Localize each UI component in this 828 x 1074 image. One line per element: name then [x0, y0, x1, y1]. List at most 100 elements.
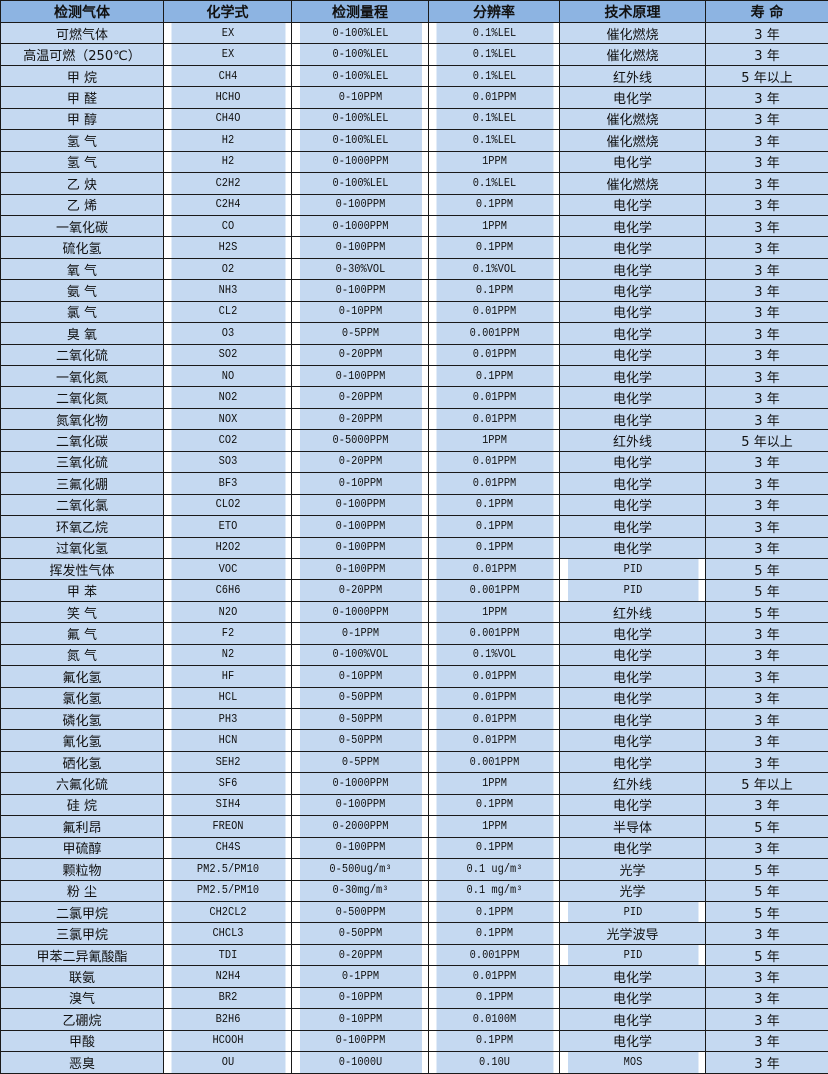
cell-resolution: 0.01PPM: [434, 407, 554, 431]
table-row: 高温可燃（250℃） EX 0-100%LEL 0.1%LEL 催化燃烧 3 年: [0, 43, 828, 66]
cell-resolution: 0.001PPM: [434, 622, 554, 645]
cell-gas-name: 甲酸: [0, 1029, 164, 1053]
table-row: 甲酸 HCOOH 0-100PPM 0.1PPM 电化学 3 年: [0, 1029, 828, 1053]
cell-resolution: 0.01PPM: [434, 965, 554, 988]
cell-lifespan: 3 年: [705, 86, 828, 109]
cell-lifespan: 5 年: [705, 858, 828, 881]
cell-principle: 电化学: [559, 1029, 706, 1053]
cell-lifespan: 3 年: [705, 279, 828, 302]
cell-lifespan: 5 年: [705, 815, 828, 838]
header-row: 检测气体 化学式 检测量程 分辨率 技术原理 寿 命: [0, 0, 828, 23]
cell-range: 0-1000U: [297, 1051, 423, 1074]
cell-range: 0-10PPM: [297, 472, 423, 495]
cell-principle: 电化学: [559, 386, 706, 409]
cell-gas-name: 氢 气: [0, 129, 164, 152]
cell-principle: 电化学: [559, 686, 706, 710]
cell-formula: NO2: [169, 386, 286, 409]
cell-gas-name: 硫化氢: [0, 236, 164, 259]
table-row: 三氯甲烷 CHCL3 0-50PPM 0.1PPM 光学波导 3 年: [0, 922, 828, 945]
cell-range: 0-5000PPM: [297, 429, 423, 452]
cell-principle: MOS: [566, 1051, 699, 1074]
cell-formula: ETO: [169, 515, 286, 538]
cell-resolution: 1PPM: [434, 429, 554, 452]
cell-lifespan: 3 年: [705, 172, 828, 195]
cell-principle: 催化燃烧: [559, 107, 706, 131]
cell-lifespan: 3 年: [705, 472, 828, 495]
cell-formula: HCL: [169, 686, 286, 710]
cell-resolution: 0.1%LEL: [434, 107, 554, 131]
cell-formula: C6H6: [169, 579, 286, 602]
table-row: 二氧化氮 NO2 0-20PPM 0.01PPM 电化学 3 年: [0, 386, 828, 409]
cell-principle: 电化学: [559, 472, 706, 495]
cell-resolution: 0.1PPM: [434, 193, 554, 216]
cell-formula: CLO2: [169, 493, 286, 517]
table-row: 过氧化氢 H2O2 0-100PPM 0.1PPM 电化学 3 年: [0, 536, 828, 559]
cell-principle: PID: [566, 900, 699, 924]
cell-lifespan: 3 年: [705, 665, 828, 688]
table-row: 环氧乙烷 ETO 0-100PPM 0.1PPM 电化学 3 年: [0, 515, 828, 538]
cell-formula: F2: [169, 622, 286, 645]
cell-gas-name: 氢 气: [0, 150, 164, 174]
cell-resolution: 0.1PPM: [434, 515, 554, 538]
cell-formula: HCOOH: [169, 1029, 286, 1053]
cell-formula: VOC: [169, 557, 286, 581]
cell-principle: 电化学: [559, 515, 706, 538]
cell-principle: 电化学: [559, 257, 706, 281]
cell-principle: 半导体: [559, 815, 706, 838]
table-row: 甲苯二异氰酸酯 TDI 0-20PPM 0.001PPM PID 5 年: [0, 943, 828, 967]
cell-range: 0-30%VOL: [297, 257, 423, 281]
cell-lifespan: 3 年: [705, 193, 828, 216]
cell-gas-name: 高温可燃（250℃）: [0, 43, 164, 66]
cell-lifespan: 3 年: [705, 407, 828, 431]
cell-range: 0-100PPM: [297, 236, 423, 259]
cell-formula: FREON: [169, 815, 286, 838]
cell-resolution: 0.0100M: [434, 1008, 554, 1031]
cell-principle: 电化学: [559, 986, 706, 1010]
cell-gas-name: 挥发性气体: [0, 557, 164, 581]
cell-resolution: 0.01PPM: [434, 557, 554, 581]
cell-lifespan: 3 年: [705, 1008, 828, 1031]
cell-principle: 电化学: [559, 193, 706, 216]
cell-resolution: 0.1PPM: [434, 493, 554, 517]
cell-range: 0-50PPM: [297, 707, 423, 731]
cell-gas-name: 环氧乙烷: [0, 515, 164, 538]
cell-formula: N2O: [169, 600, 286, 624]
cell-range: 0-100PPM: [297, 515, 423, 538]
cell-range: 0-100%LEL: [297, 107, 423, 131]
cell-gas-name: 氯化氢: [0, 686, 164, 710]
cell-resolution: 0.1PPM: [434, 836, 554, 860]
table-row: 磷化氢 PH3 0-50PPM 0.01PPM 电化学 3 年: [0, 707, 828, 731]
cell-lifespan: 3 年: [705, 107, 828, 131]
table-row: 甲硫醇 CH4S 0-100PPM 0.1PPM 电化学 3 年: [0, 836, 828, 860]
cell-lifespan: 5 年: [705, 900, 828, 924]
cell-principle: 电化学: [559, 86, 706, 109]
cell-principle: 电化学: [559, 622, 706, 645]
cell-range: 0-20PPM: [297, 579, 423, 602]
cell-range: 0-1000PPM: [297, 150, 423, 174]
cell-lifespan: 3 年: [705, 1051, 828, 1074]
table-row: 氟 气 F2 0-1PPM 0.001PPM 电化学 3 年: [0, 622, 828, 645]
cell-formula: PM2.5/PM10: [169, 858, 286, 881]
cell-formula: SEH2: [169, 750, 286, 774]
table-row: 氧 气 O2 0-30%VOL 0.1%VOL 电化学 3 年: [0, 257, 828, 281]
cell-principle: 电化学: [559, 279, 706, 302]
cell-range: 0-10PPM: [297, 665, 423, 688]
cell-range: 0-500PPM: [297, 900, 423, 924]
cell-range: 0-20PPM: [297, 450, 423, 474]
cell-range: 0-1PPM: [297, 965, 423, 988]
table-row: 一氧化碳 CO 0-1000PPM 1PPM 电化学 3 年: [0, 214, 828, 238]
table-row: 甲 烷 CH4 0-100%LEL 0.1%LEL 红外线 5 年以上: [0, 64, 828, 88]
table-row: 硫化氢 H2S 0-100PPM 0.1PPM 电化学 3 年: [0, 236, 828, 259]
table-row: 乙 炔 C2H2 0-100%LEL 0.1%LEL 催化燃烧 3 年: [0, 172, 828, 195]
table-row: 恶臭 OU 0-1000U 0.10U MOS 3 年: [0, 1051, 828, 1074]
cell-resolution: 0.01PPM: [434, 386, 554, 409]
cell-resolution: 0.1 ug/m³: [434, 858, 554, 881]
cell-principle: 电化学: [559, 836, 706, 860]
cell-resolution: 0.01PPM: [434, 707, 554, 731]
cell-gas-name: 氮氧化物: [0, 407, 164, 431]
cell-resolution: 0.01PPM: [434, 86, 554, 109]
cell-principle: 电化学: [559, 1008, 706, 1031]
cell-formula: CO: [169, 214, 286, 238]
cell-range: 0-100PPM: [297, 193, 423, 216]
